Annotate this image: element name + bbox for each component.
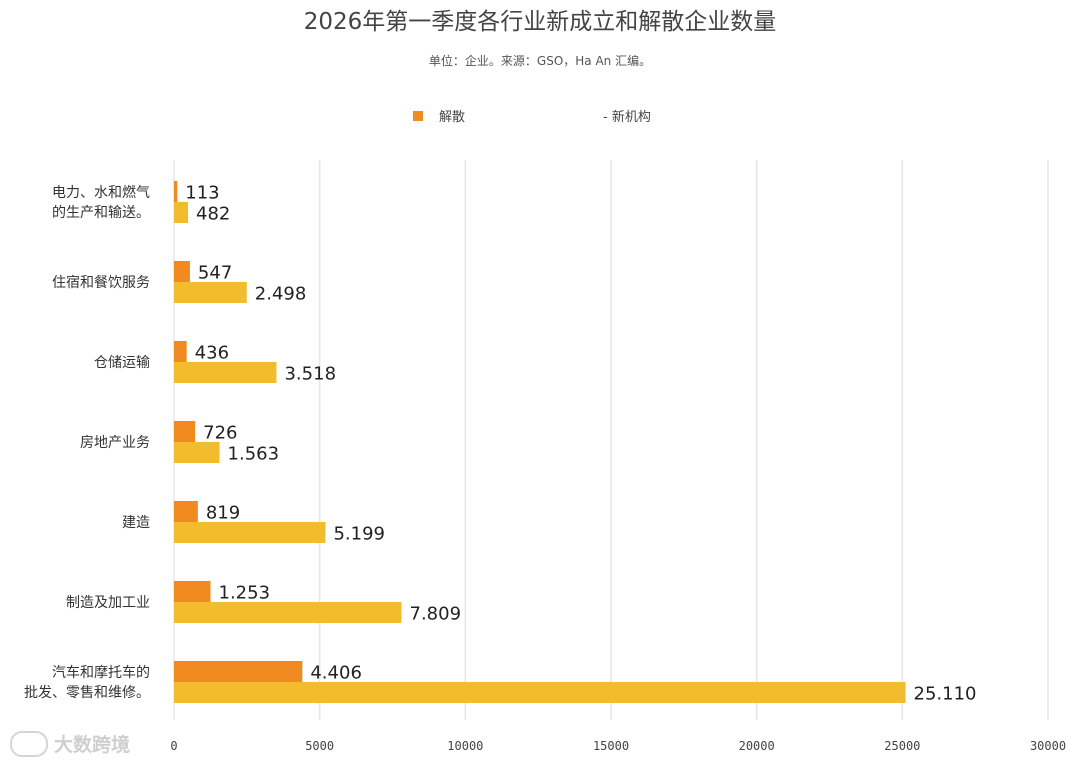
category-label: 汽车和摩托车的 xyxy=(52,664,150,681)
bar-new xyxy=(174,442,220,463)
x-tick-label: 10000 xyxy=(447,739,483,753)
data-label-new: 482 xyxy=(196,204,230,225)
data-label-dissolved: 436 xyxy=(195,343,229,364)
chart-subtitle: 单位：企业。来源：GSO，Ha An 汇编。 xyxy=(428,54,652,68)
data-label-new: 3.518 xyxy=(284,364,336,385)
bar-dissolved xyxy=(174,581,211,602)
category-label: 建造 xyxy=(122,515,150,531)
data-label-dissolved: 113 xyxy=(185,183,219,204)
data-label-dissolved: 547 xyxy=(198,263,232,284)
bar-new xyxy=(174,522,326,543)
legend-label-new: - 新机构 xyxy=(603,110,651,125)
legend: 解散 - 新机构 xyxy=(0,106,1080,126)
data-label-new: 7.809 xyxy=(410,604,462,625)
bar-new xyxy=(174,202,189,223)
watermark: 大数跨境 xyxy=(10,730,130,757)
data-label-new: 1.563 xyxy=(228,444,280,465)
bar-dissolved xyxy=(174,261,190,282)
bar-dissolved xyxy=(174,421,196,442)
data-label-dissolved: 819 xyxy=(206,503,240,524)
bar-dissolved xyxy=(174,181,178,202)
x-tick-label: 30000 xyxy=(1030,739,1066,753)
bar-new xyxy=(174,282,247,303)
legend-item-dissolved[interactable]: 解散 xyxy=(413,106,465,125)
data-label-dissolved: 4.406 xyxy=(310,663,362,684)
legend-item-new[interactable]: - 新机构 xyxy=(603,106,651,125)
data-label-new: 5.199 xyxy=(333,524,385,545)
bar-dissolved xyxy=(174,501,198,522)
category-label: 房地产业务 xyxy=(80,435,150,451)
x-tick-label: 0 xyxy=(170,739,177,753)
category-label: 批发、零售和维修。 xyxy=(24,685,150,701)
category-label: 电力、水和燃气 xyxy=(52,184,150,201)
data-label-new: 2.498 xyxy=(255,284,307,305)
data-label-dissolved: 726 xyxy=(203,423,237,444)
data-label-dissolved: 1.253 xyxy=(219,583,271,604)
x-tick-label: 25000 xyxy=(884,739,920,753)
watermark-text: 大数跨境 xyxy=(54,734,131,756)
x-tick-label: 20000 xyxy=(739,739,775,753)
legend-label-dissolved: 解散 xyxy=(439,110,466,125)
legend-swatch-dissolved xyxy=(413,110,423,121)
watermark-logo-icon xyxy=(10,730,48,757)
category-label: 住宿和餐饮服务 xyxy=(52,274,150,291)
category-label: 的生产和输送。 xyxy=(52,205,150,221)
x-tick-label: 15000 xyxy=(593,739,629,753)
category-label: 仓储运输 xyxy=(94,355,150,371)
category-label: 制造及加工业 xyxy=(66,595,150,611)
bar-new xyxy=(174,602,402,623)
data-label-new: 25.110 xyxy=(914,684,977,705)
bar-dissolved xyxy=(174,661,303,682)
bar-dissolved xyxy=(174,341,187,362)
x-tick-label: 5000 xyxy=(305,739,334,753)
bar-new xyxy=(174,682,906,703)
chart-title: 2026年第一季度各行业新成立和解散企业数量 xyxy=(303,9,777,35)
bar-new xyxy=(174,362,277,383)
